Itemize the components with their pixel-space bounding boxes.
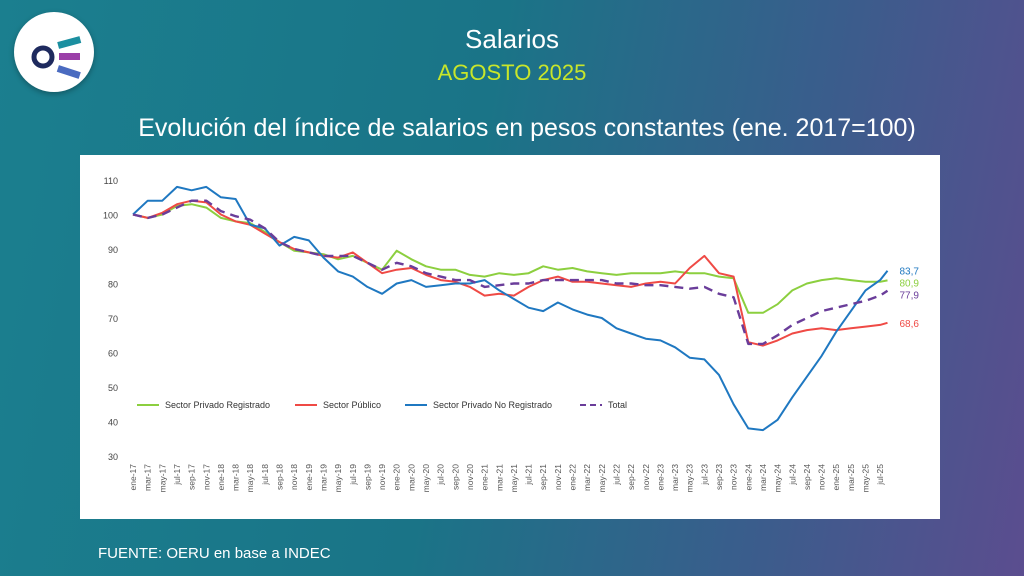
x-tick-label: jul-21 bbox=[524, 464, 534, 486]
y-tick-label: 100 bbox=[103, 211, 118, 221]
x-tick-label: may-25 bbox=[861, 464, 871, 493]
x-tick-label: nov-17 bbox=[201, 464, 211, 490]
x-tick-label: nov-24 bbox=[817, 464, 827, 490]
x-tick-label: sep-17 bbox=[187, 464, 197, 490]
x-tick-label: may-23 bbox=[685, 464, 695, 493]
x-tick-label: mar-24 bbox=[758, 464, 768, 491]
x-tick-label: may-17 bbox=[157, 464, 167, 493]
legend-label: Sector Público bbox=[323, 400, 381, 410]
x-tick-label: sep-23 bbox=[714, 464, 724, 490]
x-tick-label: nov-22 bbox=[641, 464, 651, 490]
x-tick-label: sep-21 bbox=[538, 464, 548, 490]
series-line-1 bbox=[132, 199, 888, 347]
end-value-label: 83,7 bbox=[899, 267, 919, 278]
series-line-0 bbox=[132, 203, 888, 314]
x-tick-label: may-20 bbox=[421, 464, 431, 493]
y-tick-label: 110 bbox=[104, 176, 118, 186]
x-tick-label: ene-21 bbox=[480, 464, 490, 491]
legend-label: Sector Privado No Registrado bbox=[433, 400, 552, 410]
x-tick-label: ene-17 bbox=[128, 464, 138, 491]
end-value-label: 80,9 bbox=[899, 279, 919, 290]
x-tick-label: nov-18 bbox=[289, 464, 299, 490]
page-subtitle: AGOSTO 2025 bbox=[437, 60, 587, 85]
x-tick-label: jul-18 bbox=[260, 464, 270, 486]
x-tick-label: may-18 bbox=[245, 464, 255, 493]
x-tick-label: mar-23 bbox=[670, 464, 680, 491]
x-tick-label: may-24 bbox=[773, 464, 783, 493]
x-tick-label: ene-25 bbox=[831, 464, 841, 491]
chart-panel: 30 40 50 60 70 80 90 100 110 ene-17 mar-17 may-17 ju… bbox=[80, 155, 940, 519]
series-line-3 bbox=[132, 199, 889, 346]
x-tick-label: sep-18 bbox=[275, 464, 285, 490]
y-tick-label: 90 bbox=[108, 245, 118, 255]
x-tick-label: may-21 bbox=[509, 464, 519, 493]
x-tick-label: sep-20 bbox=[450, 464, 460, 490]
source-note: FUENTE: OERU en base a INDEC bbox=[98, 545, 331, 562]
x-tick-label: mar-20 bbox=[406, 464, 416, 491]
y-tick-label: 60 bbox=[108, 349, 118, 359]
x-tick-label: mar-19 bbox=[318, 464, 328, 491]
x-tick-label: mar-18 bbox=[231, 464, 241, 491]
x-tick-label: jul-17 bbox=[172, 464, 182, 486]
x-tick-label: ene-24 bbox=[743, 464, 753, 491]
x-tick-label: ene-18 bbox=[216, 464, 226, 491]
page-title: Salarios bbox=[465, 24, 559, 54]
x-tick-label: may-22 bbox=[597, 464, 607, 493]
x-tick-label: ene-20 bbox=[392, 464, 402, 491]
x-tick-label: ene-22 bbox=[568, 464, 578, 491]
line-chart: 30 40 50 60 70 80 90 100 110 ene-17 mar-17 may-17 ju… bbox=[103, 176, 919, 493]
y-tick-label: 80 bbox=[108, 280, 118, 290]
x-tick-label: nov-23 bbox=[729, 464, 739, 490]
x-tick-label: mar-17 bbox=[143, 464, 153, 491]
legend-label: Sector Privado Registrado bbox=[165, 400, 270, 410]
x-tick-label: sep-24 bbox=[802, 464, 812, 490]
series-line-2 bbox=[132, 185, 889, 432]
x-tick-label: sep-22 bbox=[626, 464, 636, 490]
y-tick-label: 70 bbox=[108, 314, 118, 324]
x-tick-label: mar-22 bbox=[582, 464, 592, 491]
x-tick-label: jul-25 bbox=[875, 464, 885, 486]
x-tick-label: nov-20 bbox=[465, 464, 475, 490]
end-value-label: 68,6 bbox=[899, 319, 919, 330]
x-tick-label: ene-19 bbox=[304, 464, 314, 491]
x-tick-label: jul-19 bbox=[348, 464, 358, 486]
y-tick-label: 50 bbox=[108, 383, 118, 393]
x-tick-label: nov-19 bbox=[377, 464, 387, 490]
x-tick-label: may-19 bbox=[333, 464, 343, 493]
chart-heading: Evolución del índice de salarios en peso… bbox=[138, 114, 916, 142]
y-tick-label: 30 bbox=[108, 452, 118, 462]
x-tick-label: nov-21 bbox=[553, 464, 563, 490]
x-tick-label: jul-22 bbox=[611, 464, 621, 486]
oeru-logo bbox=[14, 12, 94, 92]
y-tick-label: 40 bbox=[108, 418, 118, 428]
x-tick-label: mar-25 bbox=[846, 464, 856, 491]
x-tick-label: jul-23 bbox=[699, 464, 709, 486]
x-tick-label: jul-24 bbox=[787, 464, 797, 486]
end-value-label: 77,9 bbox=[899, 291, 919, 302]
x-tick-label: mar-21 bbox=[494, 464, 504, 491]
x-tick-label: jul-20 bbox=[436, 464, 446, 486]
legend-label: Total bbox=[608, 400, 627, 410]
x-tick-label: sep-19 bbox=[362, 464, 372, 490]
x-tick-label: ene-23 bbox=[655, 464, 665, 491]
